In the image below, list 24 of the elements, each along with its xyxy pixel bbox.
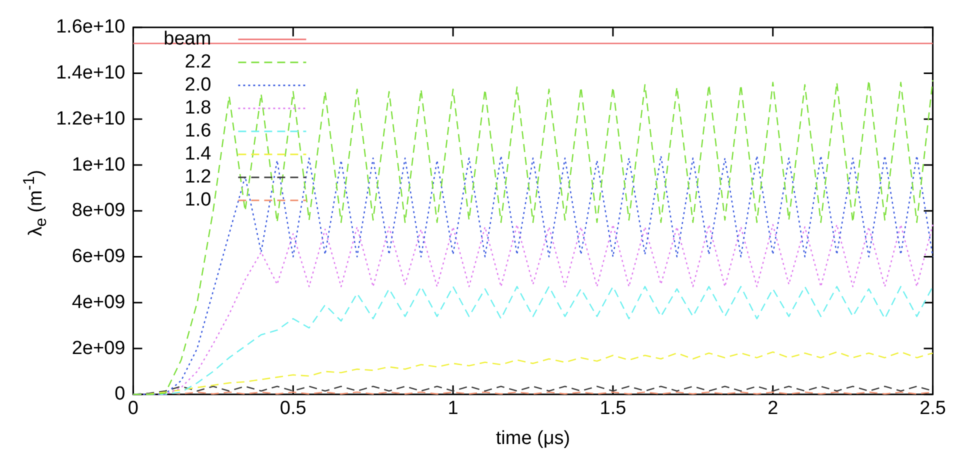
x-tick-label: 0: [128, 398, 138, 420]
legend-label: 1.8: [184, 98, 212, 119]
x-tick-label: 0.5: [280, 398, 306, 420]
y-tick-label: 1.6e+10: [56, 16, 126, 38]
x-tick-label: 1.5: [600, 398, 626, 420]
x-tick-label: 2: [768, 398, 778, 420]
y-tick-label: 1.4e+10: [56, 62, 126, 84]
y-tick-label: 6e+09: [72, 246, 126, 268]
y-tick-label: 4e+09: [72, 292, 126, 313]
y-tick-label: 1e+10: [72, 154, 126, 176]
y-tick-label: 1.2e+10: [56, 108, 126, 130]
legend-label: 1.0: [184, 190, 212, 211]
legend-label: 1.2: [184, 166, 212, 188]
y-tick-label: 8e+09: [72, 200, 126, 222]
legend-label: 2.0: [184, 74, 212, 96]
legend-label: beam: [164, 28, 212, 50]
legend-label: 1.6: [184, 120, 212, 142]
x-tick-label: 2.5: [920, 398, 946, 420]
y-tick-label: 2e+09: [72, 338, 126, 359]
legend-label: 1.4: [184, 144, 212, 165]
legend-label: 2.2: [184, 52, 212, 73]
y-tick-label: 0: [114, 384, 126, 405]
x-tick-label: 1: [448, 398, 458, 420]
x-axis-title: time (μs): [496, 428, 570, 449]
